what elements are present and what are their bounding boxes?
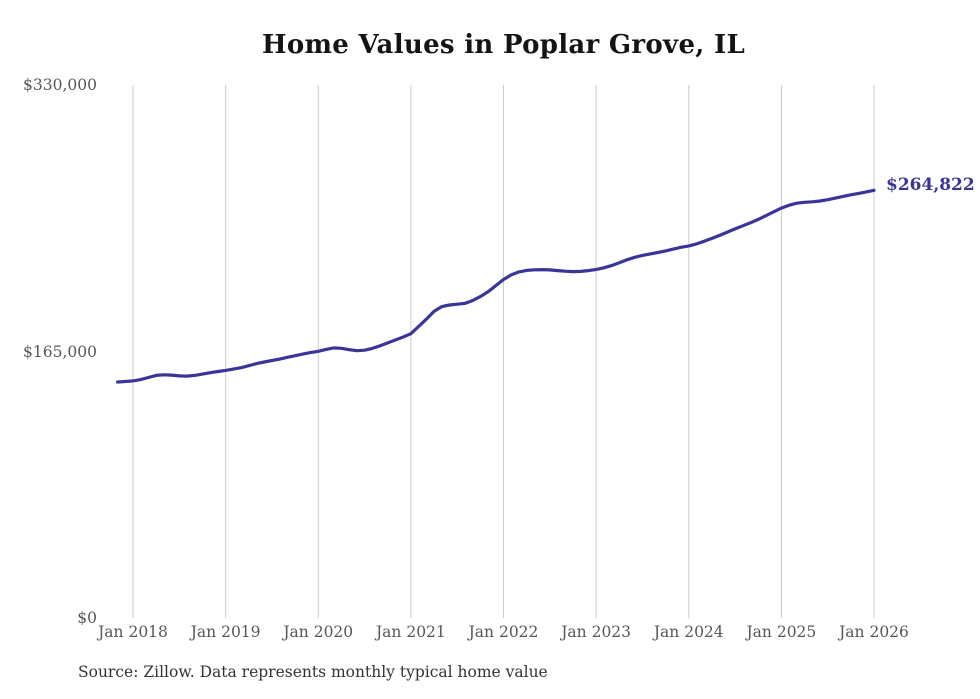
- y-axis-label: $0: [77, 609, 97, 627]
- source-note: Source: Zillow. Data represents monthly …: [78, 663, 548, 681]
- x-axis-label: Jan 2020: [283, 623, 354, 641]
- end-value-label: $264,822: [886, 175, 975, 195]
- x-axis-label: Jan 2023: [561, 623, 632, 641]
- x-axis-label: Jan 2021: [375, 623, 446, 641]
- x-axis-label: Jan 2018: [98, 623, 168, 641]
- x-axis-label: Jan 2024: [653, 623, 724, 641]
- chart-title: Home Values in Poplar Grove, IL: [261, 30, 746, 60]
- y-axis-label: $330,000: [23, 76, 97, 94]
- x-axis-label: Jan 2019: [190, 623, 261, 641]
- home-value-line: [116, 188, 876, 384]
- y-axis-label: $165,000: [23, 342, 97, 361]
- x-axis-label: Jan 2026: [839, 623, 909, 641]
- x-axis-label: Jan 2025: [746, 623, 817, 641]
- x-axis-label: Jan 2022: [468, 623, 539, 641]
